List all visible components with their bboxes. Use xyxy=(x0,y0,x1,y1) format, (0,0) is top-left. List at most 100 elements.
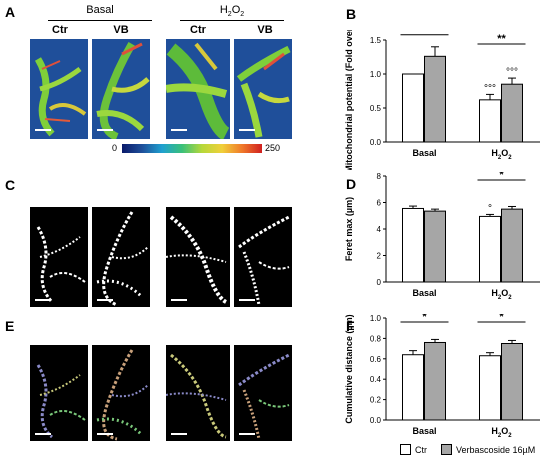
y-tick-label: 0 xyxy=(377,278,382,287)
scale-bar xyxy=(97,299,113,301)
bar-basal-vb xyxy=(424,341,446,421)
scale-bar xyxy=(239,129,255,131)
micrograph-e-ctr-basal xyxy=(30,345,88,441)
scale-bar xyxy=(35,129,51,131)
bar-basal-vb xyxy=(424,210,446,283)
bar-basal-vb xyxy=(424,55,446,143)
y-tick-label: 4 xyxy=(377,225,382,234)
scale-bar xyxy=(35,433,51,435)
bar-h2o2-vb xyxy=(501,208,523,283)
bar-basal-ctr xyxy=(402,207,424,283)
y-tick-label: 6 xyxy=(377,199,382,208)
micrograph-e-ctr-h2o2 xyxy=(166,345,230,441)
colorbar xyxy=(122,144,262,153)
micrograph-a-ctr-h2o2 xyxy=(166,39,230,139)
significance-label: * xyxy=(499,172,504,181)
group-line-h2o2 xyxy=(180,20,284,21)
scale-bar xyxy=(171,433,187,435)
group-label-basal: Basal xyxy=(86,4,114,16)
micrograph-c-vb-basal xyxy=(92,207,150,307)
micrograph-c-ctr-basal xyxy=(30,207,88,307)
scale-bar xyxy=(171,129,187,131)
group-h2o2-o: O xyxy=(231,4,241,16)
panel-letter-f: F xyxy=(346,318,355,334)
significance-label: *** xyxy=(418,30,432,36)
legend-swatch-ctr xyxy=(400,444,411,455)
binary-texture-icon xyxy=(238,215,290,306)
y-tick-label: 0.6 xyxy=(370,355,382,364)
bar-basal-ctr xyxy=(402,354,424,421)
binary-texture-icon xyxy=(166,215,228,304)
y-tick-label: 1.5 xyxy=(370,36,382,45)
panel-letter-c: C xyxy=(5,177,16,193)
heatmap-texture-icon xyxy=(166,42,230,139)
binary-texture-icon xyxy=(96,211,149,307)
bar-h2o2-ctr xyxy=(479,215,501,283)
annotation-label: ° xyxy=(488,203,492,214)
labelled-texture-icon xyxy=(36,364,86,439)
group-h2o2-sub2: 2 xyxy=(240,11,245,19)
bar-h2o2-ctr xyxy=(479,355,501,421)
micrograph-c-ctr-h2o2 xyxy=(166,207,230,307)
y-tick-label: 1.0 xyxy=(370,70,382,79)
scale-bar xyxy=(239,299,255,301)
y-tick-label: 0.0 xyxy=(370,416,382,425)
heatmap-texture-icon xyxy=(236,45,291,138)
y-tick-label: 0.4 xyxy=(370,375,382,384)
y-tick-label: 0.5 xyxy=(370,104,382,113)
colorbar-min-label: 0 xyxy=(112,143,118,153)
micrograph-a-vb-h2o2 xyxy=(234,39,292,139)
significance-label: ** xyxy=(497,33,506,45)
scale-bar xyxy=(35,299,51,301)
annotation-label: °°° xyxy=(506,67,518,78)
legend-swatch-vb xyxy=(441,444,452,455)
bar-h2o2-vb xyxy=(501,83,523,143)
colorbar-max-label: 250 xyxy=(265,143,281,153)
panel-letter-d: D xyxy=(346,176,357,192)
y-tick-label: 0.2 xyxy=(370,396,382,405)
bar-h2o2-ctr xyxy=(479,99,501,143)
annotation-label: °°° xyxy=(484,83,496,94)
col-label-ctr-h2o2: Ctr xyxy=(190,24,206,36)
y-tick-label: 8 xyxy=(377,172,382,181)
y-tick-label: 0.8 xyxy=(370,334,382,343)
col-label-ctr-basal: Ctr xyxy=(52,24,68,36)
legend-label-vb: Verbascoside 16µM xyxy=(456,444,536,455)
labelled-texture-icon xyxy=(166,353,227,439)
x-tick-label: H2O2 xyxy=(491,148,512,161)
chart-b-mitochondrial-potential: Mitochondrial potential (Fold over Ctr) 0… xyxy=(344,30,540,170)
scale-bar xyxy=(171,299,187,301)
y-axis-label: Cumulative distance (µm) xyxy=(344,314,354,423)
scale-bar xyxy=(239,433,255,435)
x-tick-label: H2O2 xyxy=(491,426,512,439)
chart-f-cumulative-distance: Cumulative distance (µm) 0.0 0.2 0.4 0.6 0.8 1… xyxy=(344,314,540,439)
x-tick-label: Basal xyxy=(412,288,436,298)
heatmap-texture-icon xyxy=(96,41,150,139)
heatmap-texture-icon xyxy=(34,57,87,137)
chart-d-feret-max: Feret max (µm) 0 2 4 6 8 Basal H2O2 * ° xyxy=(344,172,540,301)
legend: Ctr Verbascoside 16µM xyxy=(400,444,535,455)
labelled-texture-icon xyxy=(96,349,149,441)
micrograph-a-vb-basal xyxy=(92,39,150,139)
group-line-basal xyxy=(48,20,152,21)
y-axis-label: Feret max (µm) xyxy=(344,197,354,261)
micrograph-a-ctr-basal xyxy=(30,39,88,139)
bar-h2o2-vb xyxy=(501,343,523,421)
bar-basal-ctr xyxy=(402,73,424,143)
legend-label-ctr: Ctr xyxy=(415,444,427,455)
x-tick-label: Basal xyxy=(412,148,436,158)
panel-letter-a: A xyxy=(5,4,16,20)
y-tick-label: 2 xyxy=(377,252,382,261)
micrograph-c-vb-h2o2 xyxy=(234,207,292,307)
significance-label: * xyxy=(499,314,504,323)
binary-texture-icon xyxy=(36,226,86,304)
group-h2o2-h: H xyxy=(219,4,228,16)
col-label-vb-h2o2: VB xyxy=(257,24,273,36)
micrograph-e-vb-h2o2 xyxy=(234,345,292,441)
group-h2o2-sub: 2 xyxy=(227,11,232,19)
panel-letter-e: E xyxy=(5,318,15,334)
x-tick-label: Basal xyxy=(412,426,436,436)
significance-label: * xyxy=(422,314,427,323)
y-axis-label: Mitochondrial potential (Fold over Ctr) xyxy=(344,30,354,170)
labelled-texture-icon xyxy=(238,353,290,440)
